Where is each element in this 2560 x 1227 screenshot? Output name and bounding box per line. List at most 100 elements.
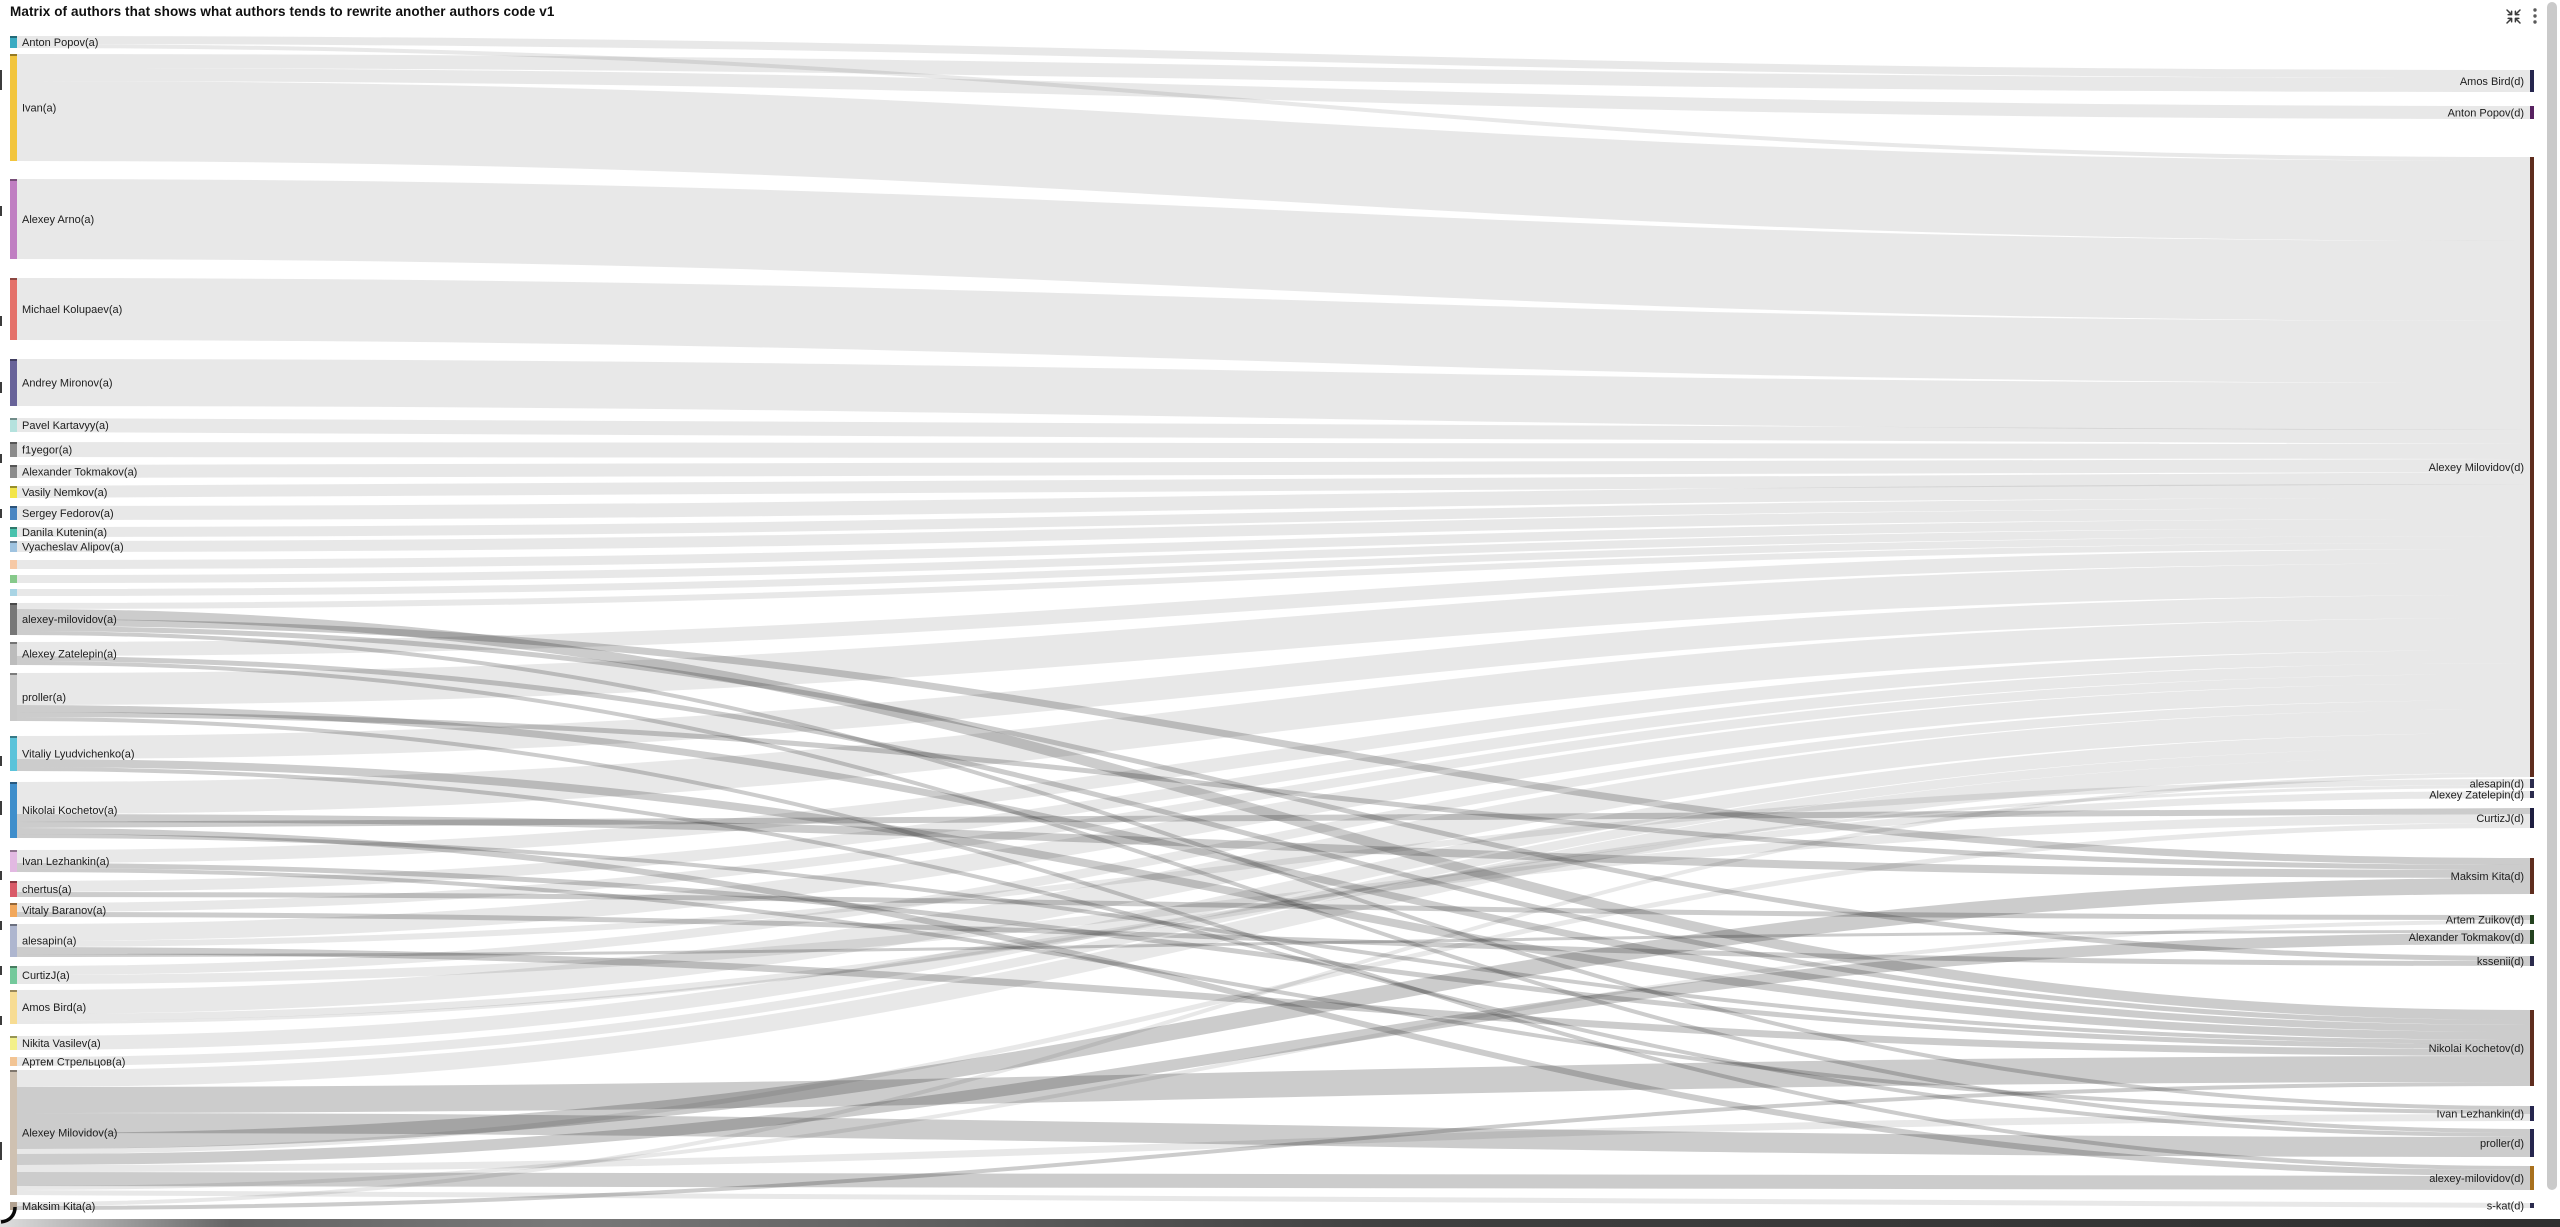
sankey-link[interactable] [16, 933, 2531, 1165]
sankey-link[interactable] [16, 68, 2531, 119]
sankey-link[interactable] [16, 1056, 2531, 1113]
source-node-bar[interactable] [10, 642, 17, 665]
sankey-link[interactable] [16, 418, 2531, 444]
sankey-link[interactable] [16, 912, 2531, 966]
destination-node-bar[interactable] [2530, 858, 2534, 894]
sankey-link[interactable] [16, 650, 2531, 863]
sankey-link[interactable] [16, 773, 2531, 1206]
sankey-link[interactable] [16, 459, 2531, 478]
source-node-bar[interactable] [10, 36, 17, 48]
source-node-bar[interactable] [10, 575, 17, 583]
source-node-bar[interactable] [10, 418, 17, 432]
source-node-bar[interactable] [10, 736, 17, 771]
source-node-bar[interactable] [10, 903, 17, 917]
sankey-link[interactable] [16, 814, 2531, 984]
sankey-link[interactable] [16, 595, 2531, 759]
sankey-link[interactable] [16, 1190, 2531, 1208]
sankey-link[interactable] [16, 756, 2531, 1087]
sankey-link[interactable] [16, 878, 2531, 1149]
sankey-link[interactable] [16, 863, 2531, 1049]
sankey-link[interactable] [16, 631, 2531, 1110]
sankey-link[interactable] [16, 712, 2531, 870]
sankey-link[interactable] [16, 828, 2531, 1176]
destination-node-bar[interactable] [2530, 808, 2534, 828]
source-node-bar[interactable] [10, 966, 17, 984]
sankey-link[interactable] [16, 868, 2531, 1114]
sankey-link[interactable] [16, 663, 2531, 892]
source-node-bar[interactable] [10, 673, 17, 721]
source-node-bar[interactable] [10, 924, 17, 957]
source-node-bar[interactable] [10, 1057, 17, 1066]
sankey-link[interactable] [16, 609, 2531, 1020]
source-node-bar[interactable] [10, 560, 17, 569]
source-node-bar[interactable] [10, 179, 17, 259]
sankey-link[interactable] [16, 536, 2531, 596]
source-node-bar[interactable] [10, 359, 17, 406]
sankey-link[interactable] [16, 808, 2531, 828]
sankey-link[interactable] [16, 278, 2531, 383]
source-node-bar[interactable] [10, 465, 17, 478]
sankey-link[interactable] [16, 1082, 2531, 1210]
source-node-bar[interactable] [10, 603, 17, 635]
sankey-link[interactable] [16, 359, 2531, 430]
sankey-link[interactable] [16, 920, 2531, 1190]
source-node-bar[interactable] [10, 54, 17, 161]
vertical-scrollbar[interactable] [2547, 2, 2557, 1190]
destination-node-bar[interactable] [2530, 915, 2534, 924]
source-node-bar[interactable] [10, 442, 17, 457]
sankey-link[interactable] [16, 179, 2531, 321]
sankey-link[interactable] [16, 484, 2531, 520]
sankey-link[interactable] [16, 519, 2531, 569]
sankey-link[interactable] [16, 785, 2531, 1024]
destination-node-bar[interactable] [2530, 106, 2534, 119]
sankey-link[interactable] [16, 733, 2531, 1050]
destination-node-bar[interactable] [2530, 1129, 2534, 1157]
source-node-bar[interactable] [10, 850, 17, 872]
destination-node-bar[interactable] [2530, 1203, 2534, 1208]
destination-node-bar[interactable] [2530, 157, 2534, 777]
source-node-bar[interactable] [10, 1036, 17, 1050]
sankey-link[interactable] [16, 1113, 2531, 1157]
sankey-link[interactable] [16, 823, 2531, 1154]
sankey-link[interactable] [16, 618, 2531, 814]
sankey-link[interactable] [16, 54, 2531, 92]
compress-icon[interactable] [2505, 8, 2522, 25]
sankey-link[interactable] [16, 543, 2531, 609]
sankey-link[interactable] [16, 44, 2531, 161]
source-node-bar[interactable] [10, 527, 17, 537]
destination-node-bar[interactable] [2530, 70, 2534, 92]
sankey-link[interactable] [16, 656, 2531, 1025]
source-node-bar[interactable] [10, 782, 17, 838]
destination-node-bar[interactable] [2530, 1166, 2534, 1190]
source-node-bar[interactable] [10, 541, 17, 552]
sankey-link[interactable] [16, 619, 2531, 865]
source-node-bar[interactable] [10, 278, 17, 340]
sankey-link[interactable] [16, 892, 2531, 920]
sankey-link[interactable] [16, 791, 2531, 1021]
sankey-link[interactable] [16, 661, 2531, 1133]
destination-node-bar[interactable] [2530, 930, 2534, 944]
sankey-link[interactable] [16, 472, 2531, 498]
destination-node-bar[interactable] [2530, 1106, 2534, 1121]
sankey-link[interactable] [16, 563, 2531, 705]
destination-node-bar[interactable] [2530, 956, 2534, 966]
sankey-link[interactable] [16, 528, 2531, 583]
destination-node-bar[interactable] [2530, 791, 2534, 798]
sankey-link[interactable] [16, 705, 2531, 1032]
sankey-link[interactable] [16, 834, 2531, 1044]
sankey-link[interactable] [16, 717, 2531, 1170]
sankey-link[interactable] [16, 767, 2531, 1137]
sankey-link[interactable] [16, 709, 2531, 1014]
source-node-bar[interactable] [10, 506, 17, 520]
source-node-bar[interactable] [10, 881, 17, 897]
sankey-link[interactable] [16, 626, 2531, 961]
kebab-menu-icon[interactable] [2532, 7, 2538, 25]
sankey-link[interactable] [16, 779, 2531, 947]
sankey-link[interactable] [16, 81, 2531, 241]
destination-node-bar[interactable] [2530, 1010, 2534, 1086]
source-node-bar[interactable] [10, 589, 17, 596]
sankey-link[interactable] [16, 947, 2531, 1056]
sankey-link[interactable] [16, 759, 2531, 1040]
sankey-link[interactable] [16, 508, 2531, 552]
sankey-link[interactable] [16, 1114, 2531, 1172]
